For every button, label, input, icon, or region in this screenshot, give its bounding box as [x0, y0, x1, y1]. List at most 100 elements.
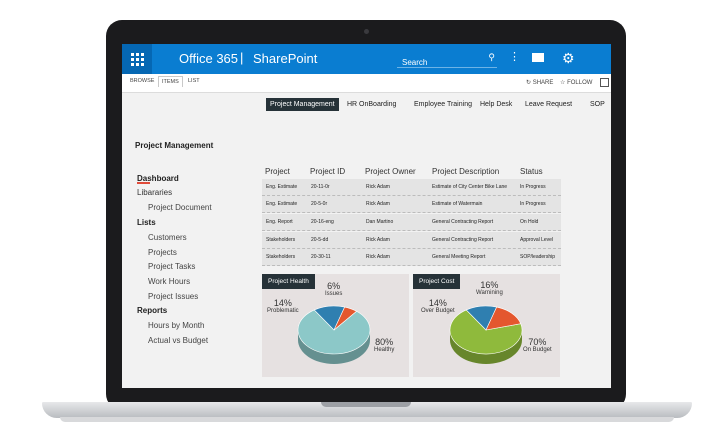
table-row[interactable]: Eng. Estimate 20-5-0r Rick Adam Estimate… — [262, 196, 561, 213]
quicklaunch-actual-vs-budget[interactable]: Actual vs Budget — [148, 336, 209, 345]
app-launcher-icon[interactable] — [122, 44, 152, 74]
cell-project-owner: Rick Adam — [366, 254, 390, 260]
quicklaunch-work-hours[interactable]: Work Hours — [148, 277, 191, 286]
slice-value: 16% — [480, 280, 499, 290]
slice-label: 80% Healthy — [374, 338, 394, 354]
column-header-project[interactable]: Project — [265, 167, 290, 176]
project-health-pie-chart — [297, 305, 371, 364]
more-options-icon[interactable]: ⋮ — [509, 51, 520, 63]
cell-project: Eng. Estimate — [266, 184, 298, 190]
follow-button[interactable]: ☆ FOLLOW — [560, 79, 592, 86]
follow-label: FOLLOW — [567, 80, 593, 86]
quicklaunch-project-tasks[interactable]: Project Tasks — [148, 262, 196, 271]
page-title: Project Management — [135, 141, 214, 150]
cell-project-id: 20-5-dd — [311, 237, 329, 243]
quicklaunch-libraries[interactable]: Libararies — [137, 188, 173, 197]
pie-rim — [450, 330, 522, 364]
nav-project-management[interactable]: Project Management — [266, 98, 339, 111]
table-row[interactable]: Stakeholders 20-30-11 Rick Adam General … — [262, 249, 561, 266]
gear-icon[interactable]: ⚙ — [562, 50, 575, 66]
slice-value: 80% — [375, 337, 394, 347]
cell-project-owner: Rick Adam — [366, 237, 390, 243]
nav-leave-request[interactable]: Leave Request — [525, 101, 573, 108]
project-cost-title[interactable]: Project Cost — [413, 274, 461, 289]
cell-project-description: Estimate of Watermain — [432, 201, 483, 207]
site-title[interactable]: SharePoint — [253, 51, 318, 66]
cell-project: Eng. Estimate — [266, 201, 298, 207]
slice-name: Problematic — [267, 308, 299, 314]
table-row[interactable]: Eng. Report 20-16-eng Dan Martino Genera… — [262, 214, 561, 231]
cell-status: In Progress — [520, 184, 546, 190]
share-label: SHARE — [532, 80, 554, 86]
star-icon: ☆ — [560, 80, 566, 86]
column-header-project-owner[interactable]: Project Owner — [365, 167, 416, 176]
cell-project-description: General Contracting Report — [432, 219, 494, 225]
cell-project-id: 20-30-11 — [311, 254, 331, 260]
pie-slice-warnining — [485, 306, 522, 331]
slice-name: On Budget — [523, 347, 552, 353]
tab-list[interactable]: LIST — [188, 78, 200, 84]
slice-name: Issues — [325, 291, 343, 297]
cell-project-owner: Dan Martino — [366, 219, 394, 225]
pie-slice-issues — [333, 306, 358, 331]
slice-label: 6% Issues — [325, 282, 342, 298]
tab-browse[interactable]: BROWSE — [130, 78, 155, 84]
quicklaunch-reports[interactable]: Reports — [137, 306, 168, 315]
project-cost-panel: Project Cost 14% Over Budget 16% Warnining… — [413, 274, 560, 377]
cell-project-description: General Meeting Report — [432, 254, 486, 260]
quicklaunch-projects[interactable]: Projects — [148, 248, 177, 257]
nav-employee-training[interactable]: Employee Training — [414, 101, 472, 108]
title-separator: | — [240, 50, 244, 65]
laptop-base — [42, 402, 692, 418]
pie-slice-on-budget — [449, 309, 523, 355]
column-header-project-description[interactable]: Project Description — [432, 167, 500, 176]
slice-label: 70% On Budget — [523, 338, 552, 354]
cell-project: Eng. Report — [266, 219, 293, 225]
search-box: ⚲ — [397, 52, 497, 69]
slice-name: Over Budget — [421, 308, 455, 314]
cell-project-description: General Contracting Report — [432, 237, 494, 243]
mail-icon[interactable] — [532, 53, 544, 62]
quicklaunch-lists[interactable]: Lists — [137, 218, 156, 227]
cell-project-owner: Rick Adam — [366, 201, 390, 207]
slice-label: 14% Problematic — [267, 299, 299, 315]
ribbon: BROWSE ITEMS LIST ↻ SHARE ☆ FOLLOW — [122, 74, 611, 93]
column-header-project-id[interactable]: Project ID — [310, 167, 346, 176]
quicklaunch-project-issues[interactable]: Project Issues — [148, 292, 199, 301]
sharepoint-screen: Office 365 | SharePoint ⚲ ⋮ ⚙ BROWSE ITE… — [122, 44, 611, 388]
nav-hr-onboarding[interactable]: HR OnBoarding — [347, 101, 397, 108]
project-cost-pie-chart — [449, 305, 523, 364]
quicklaunch-hours-by-month[interactable]: Hours by Month — [148, 321, 205, 330]
tab-items[interactable]: ITEMS — [158, 76, 183, 87]
laptop-notch — [321, 402, 411, 407]
nav-sop[interactable]: SOP — [590, 101, 605, 108]
active-underline — [137, 182, 150, 184]
pie-rim — [298, 330, 370, 364]
table-row[interactable]: Eng. Estimate 20-11-0r Rick Adam Estimat… — [262, 179, 561, 196]
quicklaunch-project-document[interactable]: Project Document — [148, 203, 212, 212]
cell-status: On Hold — [520, 219, 539, 225]
laptop-shadow — [60, 417, 674, 422]
quicklaunch-dashboard[interactable]: Dashboard — [137, 174, 179, 183]
cell-project-description: Estimate of City Center Bike Lane — [432, 184, 508, 190]
slice-name: Healthy — [374, 347, 395, 353]
quicklaunch-customers[interactable]: Customers — [148, 233, 187, 242]
share-button[interactable]: ↻ SHARE — [526, 79, 553, 86]
slice-label: 14% Over Budget — [421, 299, 455, 315]
project-health-title[interactable]: Project Health — [262, 274, 315, 289]
search-input[interactable] — [397, 56, 487, 69]
search-icon[interactable]: ⚲ — [488, 52, 495, 62]
project-health-panel: Project Health 14% Problematic 6% Issues 8… — [262, 274, 409, 377]
slice-value: 6% — [327, 281, 341, 291]
cell-status: In Progress — [520, 201, 546, 207]
nav-help-desk[interactable]: Help Desk — [480, 101, 513, 108]
app-title[interactable]: Office 365 — [179, 51, 239, 66]
table-row[interactable]: Stakeholders 20-5-dd Rick Adam General C… — [262, 232, 561, 249]
cell-project: Stakeholders — [266, 237, 296, 243]
focus-mode-icon[interactable] — [600, 78, 609, 87]
cell-project-id: 20-16-eng — [311, 219, 334, 225]
cell-project-owner: Rick Adam — [366, 184, 390, 190]
column-header-status[interactable]: Status — [520, 167, 543, 176]
slice-label: 16% Warnining — [476, 281, 503, 297]
pie-slice-healthy — [297, 309, 371, 355]
